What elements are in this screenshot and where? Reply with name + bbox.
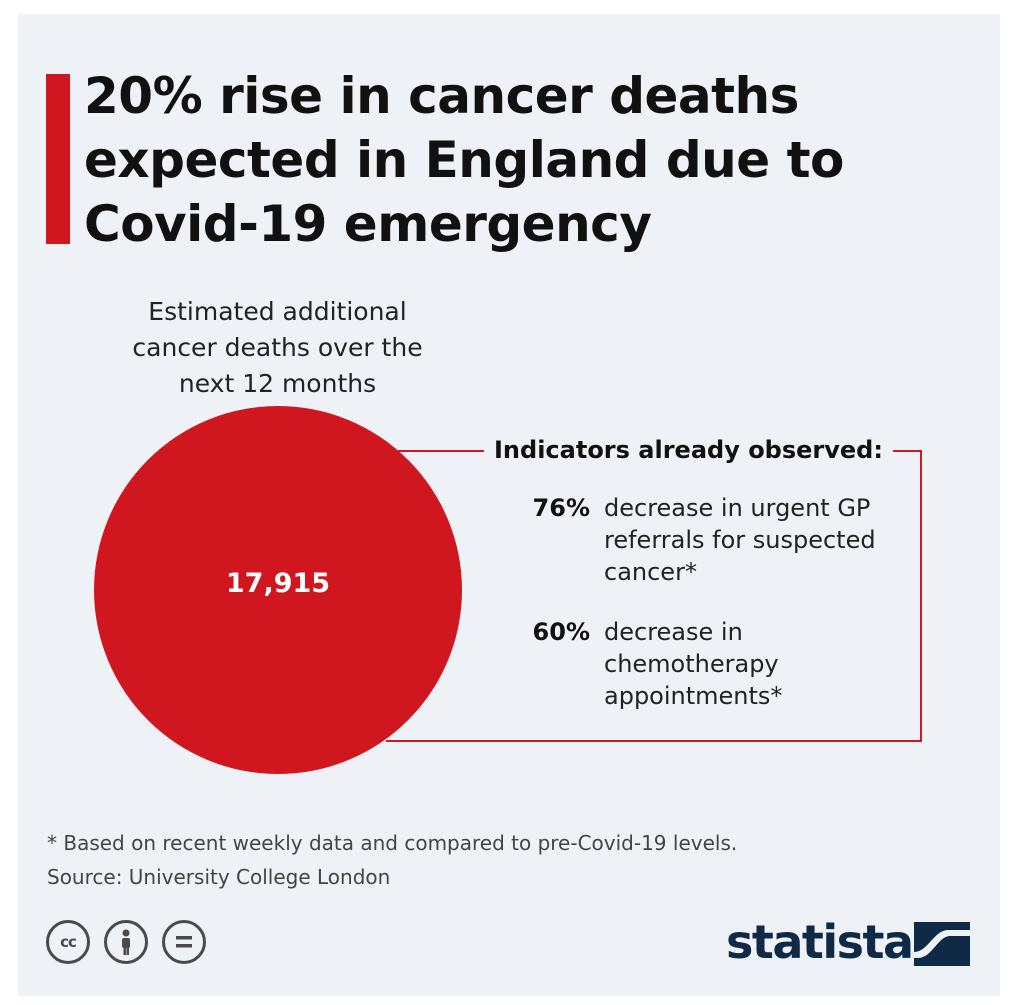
indicators-title: Indicators already observed: (484, 432, 893, 468)
value-bubble: 17,915 (94, 406, 462, 774)
indicator-text: decrease in urgent GP referrals for susp… (604, 494, 876, 586)
attribution-icon[interactable] (104, 920, 148, 964)
title-accent-bar (46, 74, 70, 244)
no-derivatives-icon[interactable] (162, 920, 206, 964)
indicator-text: decrease in chemotherapy appointments* (604, 618, 783, 710)
chart-title: 20% rise in cancer deaths expected in En… (84, 67, 844, 253)
bubble-label: Estimated additional cancer deaths over … (132, 297, 423, 398)
footnote: * Based on recent weekly data and compar… (47, 831, 738, 855)
statista-mark-icon (914, 922, 970, 966)
bubble-value: 17,915 (225, 568, 331, 599)
notes: * Based on recent weekly data and compar… (47, 826, 947, 894)
indicator-percent: 60% (532, 618, 590, 646)
logo-wordmark: statista (726, 915, 914, 969)
indicator-percent: 76% (532, 494, 590, 522)
source-note: Source: University College London (47, 865, 391, 889)
creative-commons-icon[interactable]: cc (46, 920, 90, 964)
